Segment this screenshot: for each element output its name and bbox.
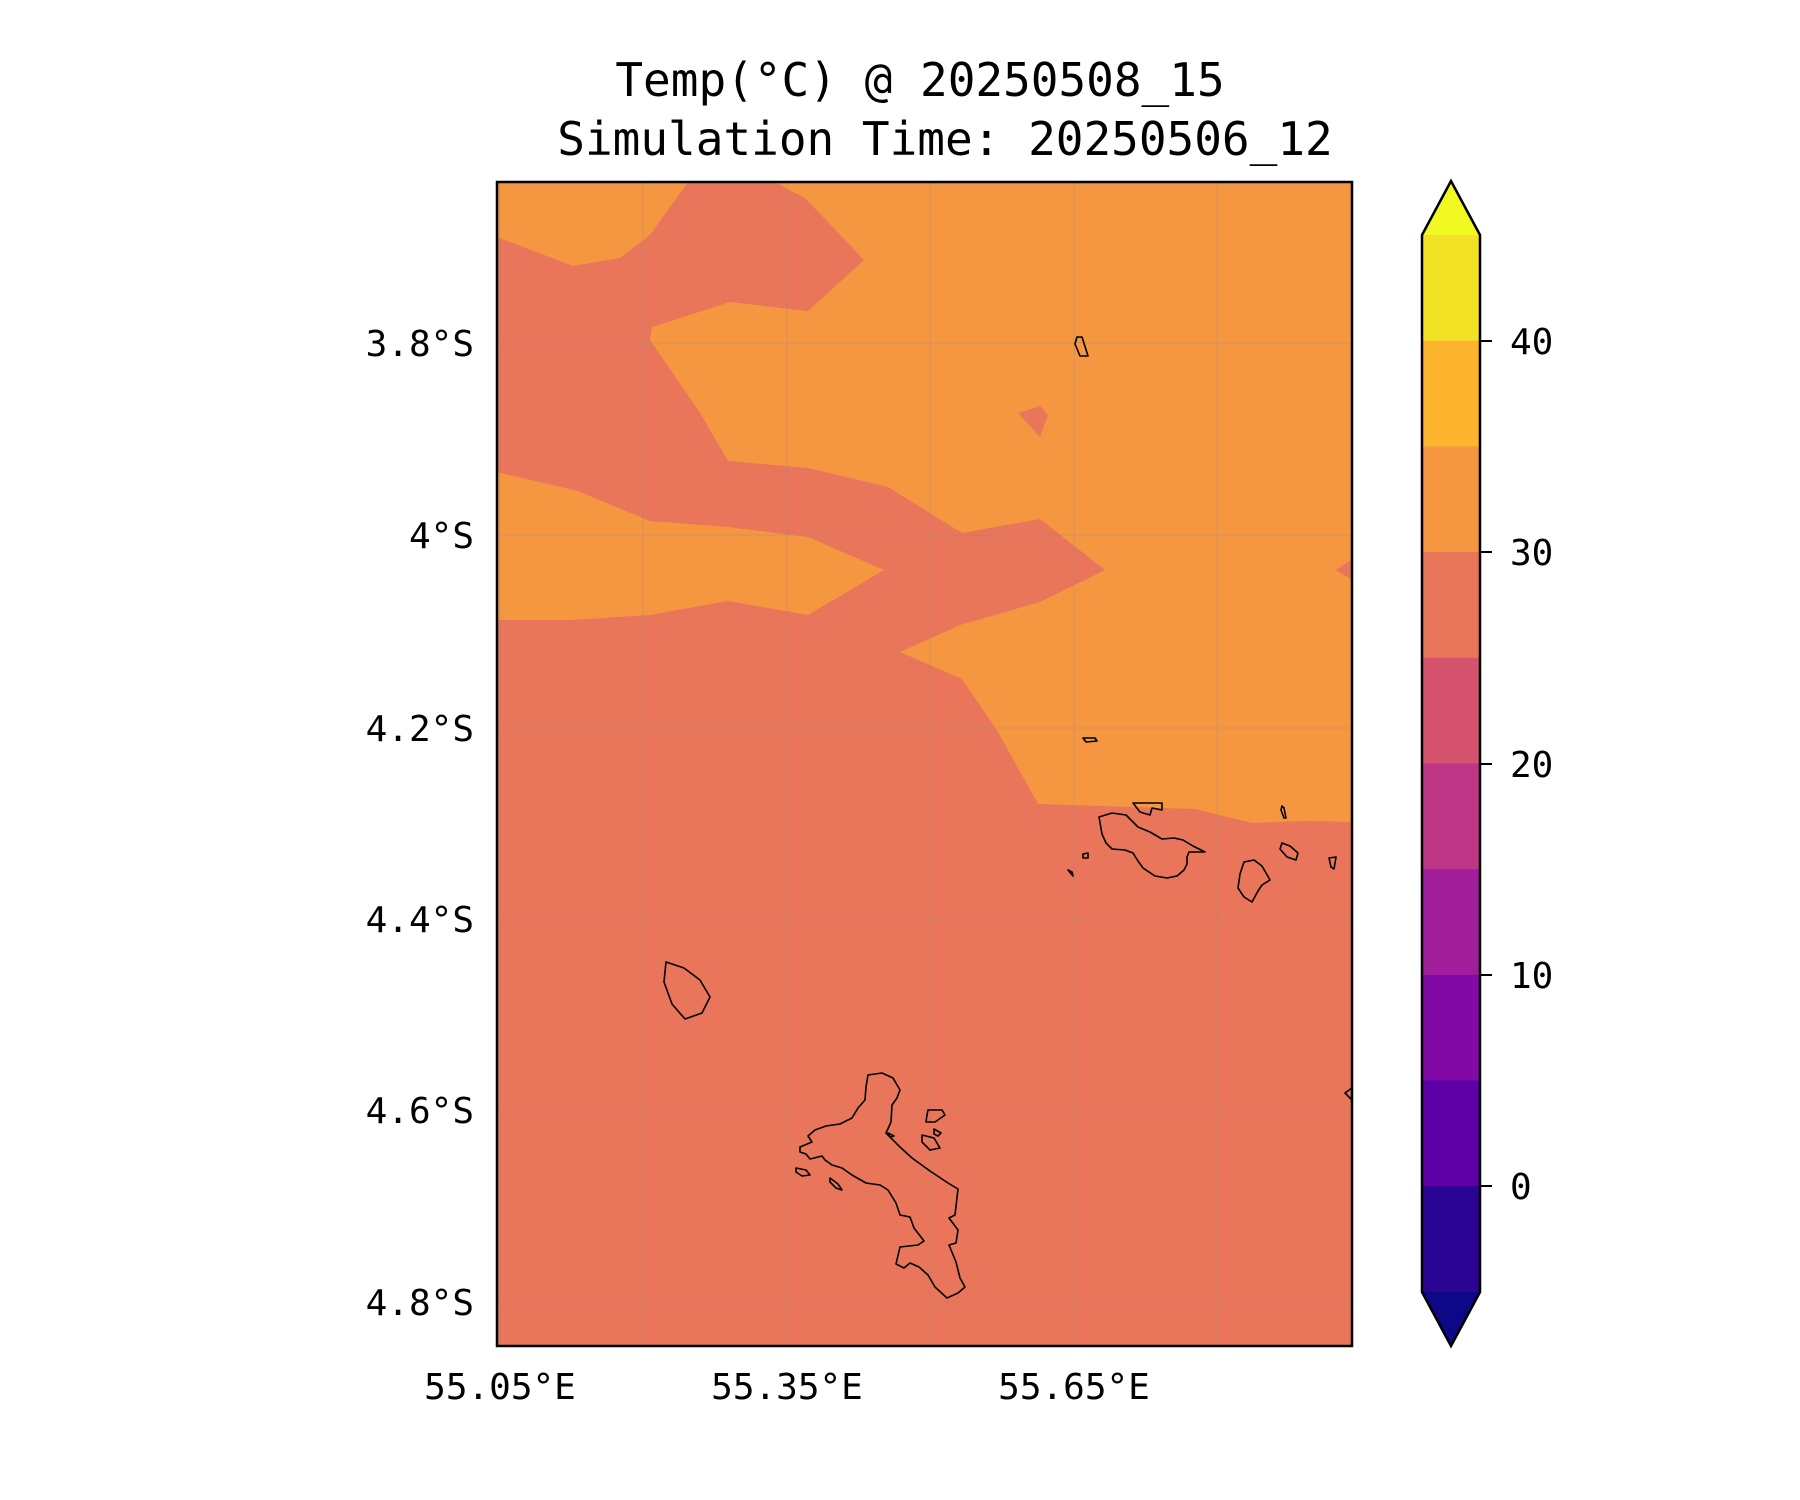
colorbar-extend-max: [1422, 181, 1480, 235]
colorbar-bin: [1422, 446, 1480, 553]
islet-round: [933, 1128, 942, 1137]
lat-tick-label: 4.8°S: [366, 1283, 474, 1324]
colorbar-bin: [1422, 235, 1480, 342]
islet-felicite: [1279, 842, 1299, 861]
lon-tick-label: 55.35°E: [711, 1367, 863, 1408]
title-line-2: Simulation Time: 20250506_12: [557, 112, 1332, 166]
longitude-axis: 55.05°E 55.35°E 55.65°E: [424, 1367, 1150, 1408]
cool-pocket-east-edge: [1336, 559, 1352, 580]
island-silhouette: [663, 961, 711, 1020]
cool-pocket-northeast: [1018, 406, 1048, 437]
colorbar-bin: [1422, 974, 1480, 1082]
islet-mahe-west-2: [829, 1177, 843, 1191]
colorbar-outline: [1420, 178, 1482, 1349]
warm-region-main: [650, 182, 1352, 823]
colorbar: 40 30 20 10 0: [1420, 178, 1553, 1349]
lat-tick-label: 4.2°S: [366, 709, 474, 750]
colorbar-tick-label: 30: [1510, 533, 1553, 574]
islet-north: [1082, 737, 1098, 743]
map-frame: [495, 180, 1354, 1348]
island-la-digue: [1237, 859, 1271, 903]
island-curieuse: [1132, 802, 1163, 816]
colorbar-tick-label: 20: [1510, 745, 1553, 786]
islet-mahe-east-mark: [887, 1132, 895, 1138]
islet-silhouette-north: [1082, 852, 1089, 859]
islet-sainte-anne: [925, 1109, 946, 1123]
islet-praslin-west: [1067, 869, 1074, 877]
map-gridlines: [497, 182, 1352, 1346]
colorbar-bin: [1422, 657, 1480, 764]
lat-tick-label: 4°S: [409, 516, 474, 557]
colorbar-bin: [1422, 552, 1480, 659]
colorbar-bin: [1422, 340, 1480, 447]
colorbar-bin: [1422, 1186, 1480, 1293]
islet-mahe-west: [795, 1167, 811, 1177]
colorbar-extend-min: [1422, 1292, 1480, 1346]
latitude-axis: 3.8°S 4°S 4.2°S 4.4°S 4.6°S 4.8°S: [366, 324, 474, 1324]
colorbar-bin: [1422, 869, 1480, 976]
coastlines: [663, 336, 1352, 1299]
lat-tick-label: 4.4°S: [366, 900, 474, 941]
islet-marianne: [1328, 856, 1337, 870]
colorbar-ticks: [1480, 340, 1492, 1187]
colorbar-tick-label: 10: [1510, 956, 1553, 997]
colorbar-tick-label: 0: [1510, 1167, 1532, 1208]
lon-tick-label: 55.65°E: [998, 1367, 1150, 1408]
lon-tick-label: 55.05°E: [424, 1367, 576, 1408]
island-mahe: [799, 1072, 966, 1299]
island-praslin: [1098, 812, 1206, 879]
islet-cerf: [921, 1134, 941, 1151]
colorbar-bin: [1422, 763, 1480, 870]
islet-east-edge: [1344, 1087, 1352, 1101]
warm-region-northwest: [497, 182, 688, 266]
colorbar-tick-labels: 40 30 20 10 0: [1510, 322, 1553, 1208]
warm-temperature-regions: [497, 182, 1352, 823]
colorbar-tick-label: 40: [1510, 322, 1553, 363]
map-panel[interactable]: [495, 180, 1354, 1348]
lat-tick-label: 4.6°S: [366, 1091, 474, 1132]
islet-cousin: [1280, 805, 1287, 819]
title-line-1: Temp(°C) @ 20250508_15: [615, 53, 1224, 107]
warm-region-west-band: [497, 472, 884, 620]
lat-tick-label: 3.8°S: [366, 324, 474, 365]
colorbar-bins: [1422, 235, 1480, 1293]
colorbar-bin: [1422, 1080, 1480, 1187]
islet-aride: [1074, 336, 1089, 357]
